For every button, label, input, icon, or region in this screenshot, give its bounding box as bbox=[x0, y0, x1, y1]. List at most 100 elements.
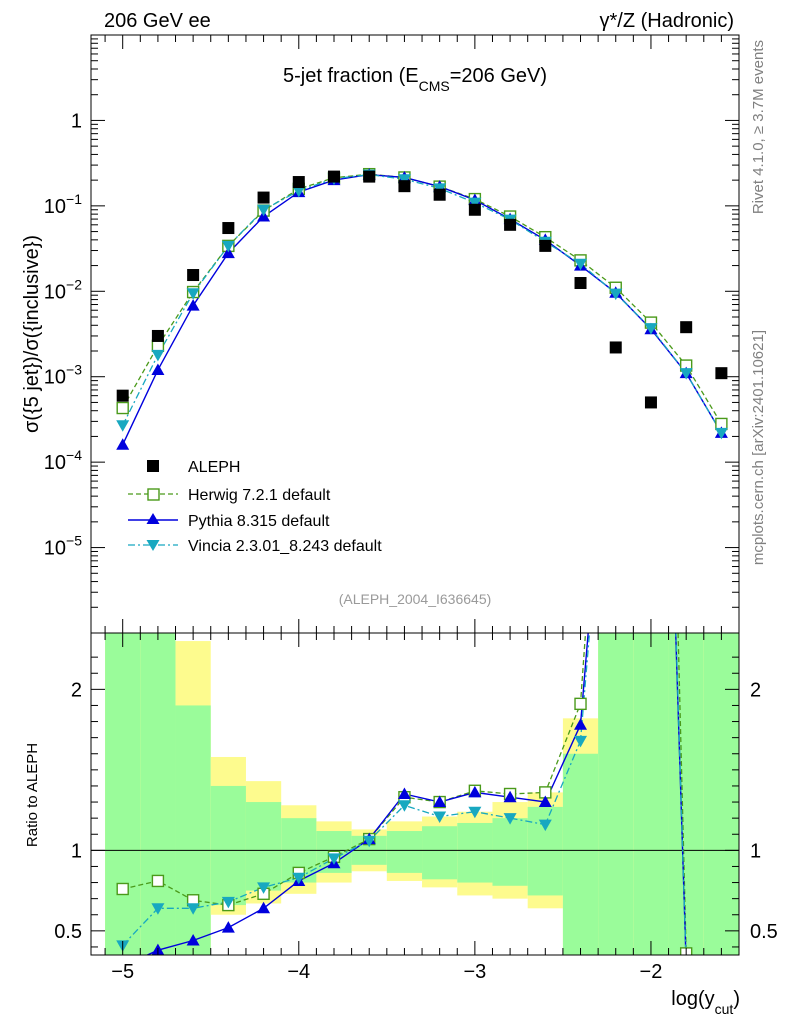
point-aleph bbox=[715, 367, 728, 380]
green-band-bin bbox=[386, 831, 423, 873]
point-aleph bbox=[609, 341, 622, 354]
point-aleph bbox=[292, 176, 305, 189]
x-axis-label-subscript: cut bbox=[715, 1001, 734, 1017]
chart-title-subscript: CMS bbox=[419, 78, 450, 94]
ratio-point-pythia bbox=[574, 718, 588, 730]
y-tick-label-top: 10−1 bbox=[44, 191, 82, 218]
y-tick-label-exponent: −5 bbox=[66, 533, 82, 549]
y-tick-label-base: 10 bbox=[44, 452, 66, 474]
legend-marker-vincia bbox=[146, 540, 160, 551]
point-aleph bbox=[433, 188, 446, 201]
ratio-point-pythia bbox=[397, 787, 411, 799]
point-vincia bbox=[714, 427, 728, 440]
ratio-point-pythia bbox=[468, 785, 482, 798]
series-line-pythia bbox=[122, 173, 723, 445]
point-pythia bbox=[151, 363, 165, 375]
point-herwig bbox=[116, 401, 129, 415]
green-band-bin bbox=[105, 633, 141, 955]
y-tick-label-exponent: −3 bbox=[66, 362, 82, 378]
ratio-line-pythia bbox=[145, 633, 687, 955]
point-aleph bbox=[151, 329, 164, 342]
y-tick-label-base: 10 bbox=[44, 196, 66, 218]
green-band-bin bbox=[492, 818, 528, 886]
ratio-y-tick-label-right: 1 bbox=[750, 840, 761, 862]
ratio-point-vincia bbox=[151, 903, 165, 915]
legend-entry-aleph: ALEPH bbox=[147, 459, 240, 476]
ratio-point-herwig bbox=[116, 882, 129, 896]
main-series-group bbox=[116, 167, 728, 450]
ratio-point-pythia bbox=[538, 795, 552, 808]
point-vincia bbox=[292, 185, 306, 198]
point-aleph bbox=[116, 389, 129, 402]
point-aleph bbox=[187, 269, 200, 282]
point-vincia bbox=[116, 420, 130, 432]
ratio-point-pythia bbox=[221, 921, 235, 933]
legend-marker-pythia bbox=[146, 513, 160, 524]
ratio-y-tick-label-right: 2 bbox=[750, 679, 761, 701]
legend-entry-vincia: Vincia 2.3.01_8.243 default bbox=[128, 538, 382, 555]
legend-entry-herwig: Herwig 7.2.1 default bbox=[128, 487, 331, 504]
green-band-bin bbox=[562, 753, 599, 955]
ratio-point-pythia bbox=[503, 790, 517, 803]
ratio-y-tick-label-left: 2 bbox=[71, 679, 82, 701]
green-band-bin bbox=[633, 633, 669, 955]
y-axis-label-top: σ({5 jet})/σ({inclusive}) bbox=[21, 235, 43, 433]
y-tick-label-base: 10 bbox=[44, 538, 66, 560]
legend-marker-herwig bbox=[147, 488, 160, 501]
analysis-id-label: (ALEPH_2004_I636645) bbox=[339, 591, 492, 607]
ratio-y-tick-label-right: 0.5 bbox=[750, 921, 778, 943]
y-tick-label-top: 10−3 bbox=[44, 362, 82, 389]
x-axis-label-end: ) bbox=[733, 988, 740, 1010]
y-tick-label-exponent: −1 bbox=[66, 191, 82, 207]
header-left-label: 206 GeV ee bbox=[104, 10, 211, 32]
point-pythia bbox=[116, 438, 130, 450]
green-band-bin bbox=[668, 633, 704, 955]
legend-marker-aleph bbox=[147, 460, 159, 472]
y-tick-label-top: 10−4 bbox=[44, 447, 82, 474]
y-tick-label-top: 1 bbox=[71, 110, 82, 132]
ratio-y-tick-label-left: 0.5 bbox=[54, 921, 82, 943]
point-aleph bbox=[504, 218, 517, 231]
green-band-bin bbox=[245, 802, 282, 891]
green-band-bin bbox=[175, 705, 211, 955]
ratio-point-vincia bbox=[257, 882, 271, 894]
y-tick-label-top: 10−2 bbox=[44, 276, 82, 303]
ratio-point-herwig bbox=[151, 874, 165, 888]
point-aleph bbox=[398, 180, 411, 193]
x-tick-label: −3 bbox=[463, 961, 486, 983]
x-tick-label: −2 bbox=[640, 961, 663, 983]
green-band-bin bbox=[140, 633, 176, 955]
ratio-point-vincia bbox=[327, 853, 341, 865]
ratio-point-vincia bbox=[362, 835, 376, 848]
ratio-point-vincia bbox=[186, 903, 200, 915]
series-line-herwig bbox=[122, 173, 722, 425]
legend-label-herwig: Herwig 7.2.1 default bbox=[188, 487, 331, 504]
point-aleph bbox=[680, 321, 693, 334]
y-tick-label-base: 1 bbox=[71, 110, 82, 132]
ratio-point-vincia bbox=[397, 800, 411, 812]
y-axis-label-ratio: Ratio to ALEPH bbox=[24, 743, 41, 847]
point-aleph bbox=[539, 239, 552, 252]
ratio-panel-frame bbox=[90, 632, 740, 956]
header-right-label: γ*/Z (Hadronic) bbox=[600, 10, 734, 32]
y-tick-label-exponent: −2 bbox=[66, 276, 82, 292]
x-tick-label: −4 bbox=[287, 961, 310, 983]
ratio-point-vincia bbox=[221, 896, 235, 909]
ratio-point-pythia bbox=[433, 795, 447, 808]
point-aleph bbox=[222, 222, 235, 235]
rivet-version-label: Rivet 4.1.0, ≥ 3.7M events bbox=[750, 40, 767, 214]
point-aleph bbox=[468, 203, 481, 216]
point-vincia bbox=[679, 368, 693, 380]
ratio-point-vincia bbox=[503, 813, 517, 825]
point-vincia bbox=[609, 288, 623, 301]
legend-label-aleph: ALEPH bbox=[188, 459, 240, 476]
y-tick-label-base: 10 bbox=[44, 367, 66, 389]
green-band-bin bbox=[457, 822, 493, 883]
chart-title-end: =206 GeV) bbox=[450, 65, 547, 87]
ratio-point-pythia bbox=[186, 934, 200, 946]
y-tick-label-exponent: −4 bbox=[66, 447, 82, 463]
point-vincia bbox=[257, 204, 271, 217]
x-axis-label: log(ycut) bbox=[671, 988, 740, 1017]
